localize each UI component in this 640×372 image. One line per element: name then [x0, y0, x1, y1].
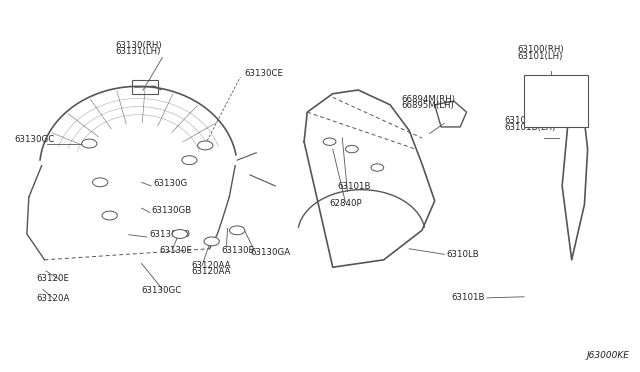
Text: 63130E: 63130E: [159, 246, 193, 255]
Circle shape: [102, 211, 117, 220]
Text: 63101B: 63101B: [451, 293, 484, 302]
Text: J63000KE: J63000KE: [586, 350, 629, 359]
Text: 63131(LH): 63131(LH): [116, 47, 161, 56]
Text: 63130(RH): 63130(RH): [115, 41, 162, 49]
Text: 63101(LH): 63101(LH): [518, 52, 563, 61]
Circle shape: [204, 237, 220, 246]
Text: 63120A: 63120A: [36, 294, 70, 303]
Text: 63100(RH): 63100(RH): [518, 45, 564, 54]
Text: 63130E: 63130E: [221, 246, 254, 255]
Text: 6310LB: 6310LB: [446, 250, 479, 259]
Circle shape: [82, 139, 97, 148]
Circle shape: [198, 141, 213, 150]
Text: 66895M(LH): 66895M(LH): [401, 101, 454, 110]
Text: 63130GD: 63130GD: [149, 230, 190, 239]
Text: 63101B: 63101B: [337, 182, 371, 191]
Text: 66894M(RH): 66894M(RH): [401, 95, 456, 104]
Text: 63120AA: 63120AA: [191, 267, 231, 276]
Text: 62840P: 62840P: [330, 199, 362, 208]
Circle shape: [93, 178, 108, 187]
Text: 63130G: 63130G: [153, 179, 188, 188]
Circle shape: [182, 156, 197, 164]
Text: 63120AA: 63120AA: [191, 261, 231, 270]
Text: 63120E: 63120E: [36, 274, 69, 283]
Circle shape: [371, 164, 384, 171]
Circle shape: [172, 230, 188, 238]
Bar: [132, 80, 157, 94]
Circle shape: [230, 226, 245, 235]
Circle shape: [346, 145, 358, 153]
Text: 63130GA: 63130GA: [250, 248, 290, 257]
Text: 63130GB: 63130GB: [152, 206, 192, 215]
Text: 63101B(LH): 63101B(LH): [505, 122, 556, 132]
Bar: [524, 75, 588, 127]
Circle shape: [323, 138, 336, 145]
Text: 63130GC: 63130GC: [141, 286, 182, 295]
Text: 63130GC: 63130GC: [14, 135, 54, 144]
Text: 63130CE: 63130CE: [245, 69, 284, 78]
Text: 63101A(RH): 63101A(RH): [505, 116, 557, 125]
